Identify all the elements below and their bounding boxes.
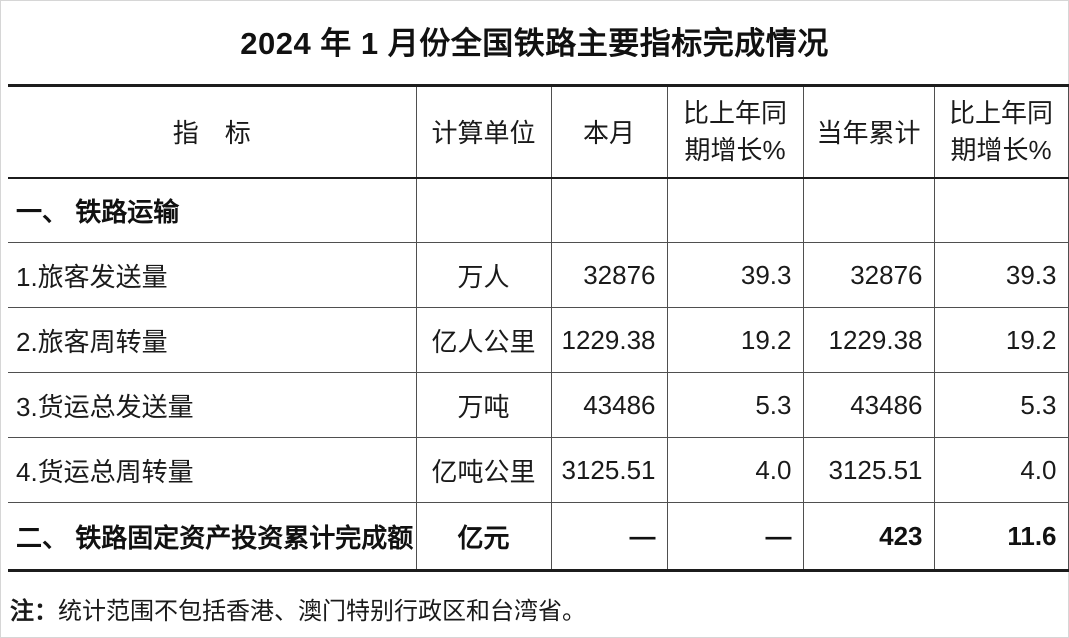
table-row-section-transport: 一、 铁路运输 — [8, 177, 1069, 243]
row-month-growth-cell: 19.2 — [666, 307, 803, 373]
row-ytd-growth-cell: 5.3 — [933, 372, 1069, 438]
row-month-growth-cell: 39.3 — [666, 242, 803, 308]
table-row-passengers-sent: 1.旅客发送量 万人 32876 39.3 32876 39.3 — [8, 242, 1069, 308]
row-label-cell: 一、 铁路运输 — [8, 177, 416, 243]
row-ytd-growth-cell: 19.2 — [933, 307, 1069, 373]
row-ytd-cell: 1229.38 — [802, 307, 934, 373]
railway-indicators-table: 指 标 计算单位 本月 比上年同 期增长% 当年累计 比上年同 期增长% 一、 … — [8, 84, 1069, 572]
row-ytd-cell: 423 — [802, 502, 934, 571]
footnote: 注：统计范围不包括香港、澳门特别行政区和台湾省。 — [10, 591, 1068, 626]
row-label-cell: 2.旅客周转量 — [8, 307, 416, 373]
row-unit-cell: 万人 — [415, 242, 551, 308]
row-month-cell — [550, 177, 667, 243]
row-unit-cell — [415, 177, 551, 243]
row-month-growth-cell: — — [666, 502, 803, 571]
row-month-cell: — — [550, 502, 667, 571]
table-row-passenger-turnover: 2.旅客周转量 亿人公里 1229.38 19.2 1229.38 19.2 — [8, 307, 1069, 373]
header-ytd: 当年累计 — [802, 85, 934, 179]
row-label-cell: 二、 铁路固定资产投资累计完成额 — [16, 522, 414, 553]
row-ytd-cell: 3125.51 — [802, 437, 934, 503]
row-unit-cell: 亿吨公里 — [415, 437, 551, 503]
row-ytd-cell: 32876 — [802, 242, 934, 308]
row-month-cell: 1229.38 — [550, 307, 667, 373]
table-header-row: 指 标 计算单位 本月 比上年同 期增长% 当年累计 比上年同 期增长% — [8, 85, 1069, 179]
row-unit-cell: 万吨 — [415, 372, 551, 438]
footnote-prefix: 注： — [10, 598, 58, 625]
table-row-freight-sent: 3.货运总发送量 万吨 43486 5.3 43486 5.3 — [8, 372, 1069, 438]
row-month-cell: 3125.51 — [550, 437, 667, 503]
row-ytd-cell — [802, 177, 934, 243]
row-month-growth-cell: 4.0 — [666, 437, 803, 503]
row-month-growth-cell — [666, 177, 803, 243]
table-row-fixed-asset-investment: 二、 铁路固定资产投资累计完成额 亿元 — — 423 11.6 — [8, 502, 1069, 571]
row-month-cell: 32876 — [550, 242, 667, 308]
footnote-text: 统计范围不包括香港、澳门特别行政区和台湾省。 — [58, 598, 586, 625]
row-label-cell: 1.旅客发送量 — [8, 242, 416, 308]
row-month-growth-cell: 5.3 — [666, 372, 803, 438]
row-unit-cell: 亿元 — [415, 502, 551, 571]
row-label-cell: 3.货运总发送量 — [8, 372, 416, 438]
header-month-growth: 比上年同 期增长% — [666, 85, 803, 179]
header-indicator: 指 标 — [8, 85, 416, 179]
row-label-cell: 4.货运总周转量 — [8, 437, 416, 503]
table-row-freight-turnover: 4.货运总周转量 亿吨公里 3125.51 4.0 3125.51 4.0 — [8, 437, 1069, 503]
row-ytd-growth-cell: 4.0 — [933, 437, 1069, 503]
header-unit: 计算单位 — [415, 85, 551, 179]
row-ytd-growth-cell — [933, 177, 1069, 243]
page-title: 2024 年 1 月份全国铁路主要指标完成情况 — [240, 26, 829, 61]
row-ytd-growth-cell: 11.6 — [933, 502, 1069, 571]
header-month: 本月 — [550, 85, 667, 179]
row-ytd-growth-cell: 39.3 — [933, 242, 1069, 308]
row-ytd-cell: 43486 — [802, 372, 934, 438]
row-month-cell: 43486 — [550, 372, 667, 438]
row-unit-cell: 亿人公里 — [415, 307, 551, 373]
header-ytd-growth: 比上年同 期增长% — [933, 85, 1069, 179]
